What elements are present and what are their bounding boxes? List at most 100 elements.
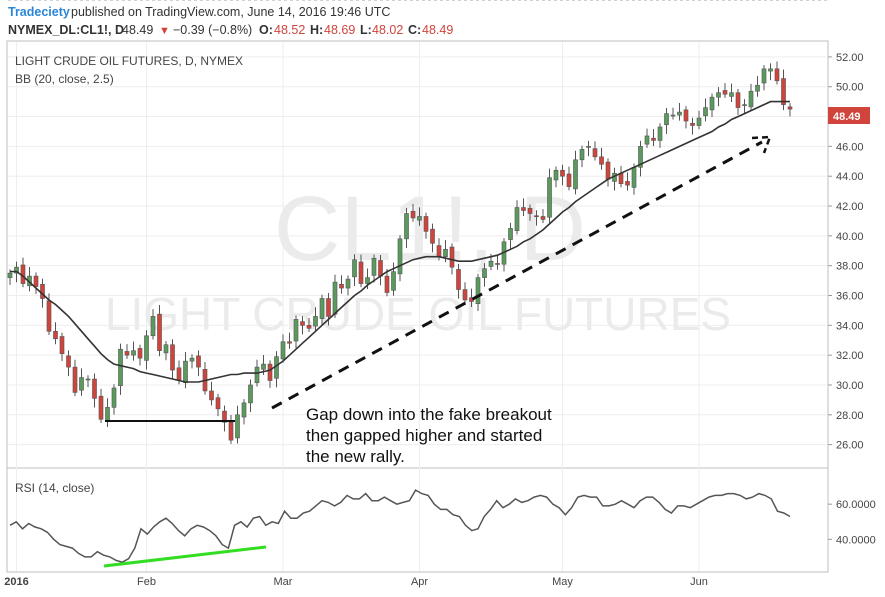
rsi-pane[interactable] <box>6 467 829 573</box>
candle-body <box>241 402 247 418</box>
candle-body <box>391 271 396 291</box>
candle-body <box>553 169 559 181</box>
candle <box>456 263 461 299</box>
candle-body <box>683 109 689 122</box>
y-tick-label: 26.00 <box>836 440 864 452</box>
candle <box>384 268 390 297</box>
candle-body <box>98 395 104 420</box>
y-tick-label: 50.00 <box>836 82 864 94</box>
candle-body <box>436 245 442 258</box>
candle <box>313 307 318 332</box>
candle <box>690 117 695 135</box>
candle <box>66 350 71 377</box>
candle-body <box>586 146 591 148</box>
candle <box>755 76 760 97</box>
candle <box>430 223 435 253</box>
candle-body <box>267 363 273 381</box>
candle-body <box>131 350 136 356</box>
candle-body <box>397 238 403 275</box>
candle <box>774 61 780 85</box>
candle-body <box>378 260 383 277</box>
candle-body <box>170 344 175 371</box>
candle <box>495 254 500 270</box>
rsi-divergence-line[interactable] <box>103 545 267 568</box>
candle-body <box>92 378 97 399</box>
candle <box>287 332 292 349</box>
candle <box>781 69 786 111</box>
bollinger-basis <box>10 100 790 383</box>
candle-body <box>482 268 487 278</box>
trend-line[interactable] <box>271 140 763 410</box>
candle <box>267 360 273 388</box>
candle <box>124 344 130 359</box>
candle <box>417 207 422 226</box>
open-label: O: <box>259 23 273 37</box>
candle-body <box>157 313 162 351</box>
candle-body <box>690 122 695 126</box>
y-tick-label: 30.00 <box>836 380 864 392</box>
low-value: 48.02 <box>372 23 403 37</box>
symbol-label[interactable]: NYMEX_DL:CL1!, D <box>8 23 124 37</box>
candle-body <box>592 148 598 158</box>
price-pane[interactable] <box>6 40 829 469</box>
candle-body <box>222 410 227 423</box>
watermark-symbol: CL1!, D <box>274 178 586 280</box>
candle-body <box>514 207 520 231</box>
rsi-y-tick-label: 60.0000 <box>836 499 876 511</box>
candle-body <box>787 106 793 110</box>
candle <box>345 275 351 296</box>
candle-body <box>495 263 500 265</box>
candle-body <box>742 104 747 106</box>
candle-body <box>729 92 734 97</box>
y-tick-label: 36.00 <box>836 291 864 303</box>
pane-title: LIGHT CRUDE OIL FUTURES, D, NYMEX <box>15 54 243 68</box>
y-tick-label: 46.00 <box>836 141 864 153</box>
candle-body <box>111 387 117 408</box>
candle-body <box>33 275 39 287</box>
candle-body <box>287 341 292 344</box>
candle-body <box>638 146 643 168</box>
low-label: L: <box>360 23 372 37</box>
open-value: 48.52 <box>274 23 305 37</box>
candle-body <box>696 117 702 126</box>
x-tick-label: Apr <box>411 576 428 588</box>
candle-body <box>293 319 299 342</box>
y-tick-label: 28.00 <box>836 410 864 422</box>
candle <box>215 393 221 417</box>
candle <box>157 305 162 357</box>
candle-body <box>306 325 312 329</box>
candle-body <box>625 181 630 186</box>
brand-name[interactable]: Tradeciety <box>8 5 70 19</box>
candle <box>144 330 149 370</box>
candle-body <box>228 421 234 441</box>
candle-body <box>339 284 344 289</box>
candle <box>696 110 702 130</box>
candle-body <box>183 360 188 384</box>
candle-body <box>417 216 422 221</box>
candle <box>748 83 754 111</box>
candle <box>742 99 747 115</box>
candle-body <box>59 336 65 354</box>
candle-body <box>781 78 786 105</box>
candle <box>683 106 689 129</box>
candle-body <box>475 277 481 305</box>
candle <box>358 254 364 288</box>
candle-body <box>761 68 767 84</box>
candle-body <box>7 272 13 278</box>
candle-body <box>488 260 494 267</box>
y-tick-label: 42.00 <box>836 201 864 213</box>
candle-body <box>579 149 585 161</box>
x-tick-label: Jun <box>690 576 708 588</box>
candle-body <box>365 277 370 284</box>
candle-body <box>410 210 416 219</box>
candle-body <box>462 289 468 301</box>
candle-body <box>319 298 325 319</box>
candle <box>241 399 247 425</box>
candle <box>709 93 715 118</box>
candle <box>651 129 656 146</box>
candle <box>98 388 104 424</box>
candle <box>300 316 305 335</box>
candle <box>209 381 214 406</box>
candle <box>508 222 513 249</box>
candle-body <box>423 216 429 232</box>
